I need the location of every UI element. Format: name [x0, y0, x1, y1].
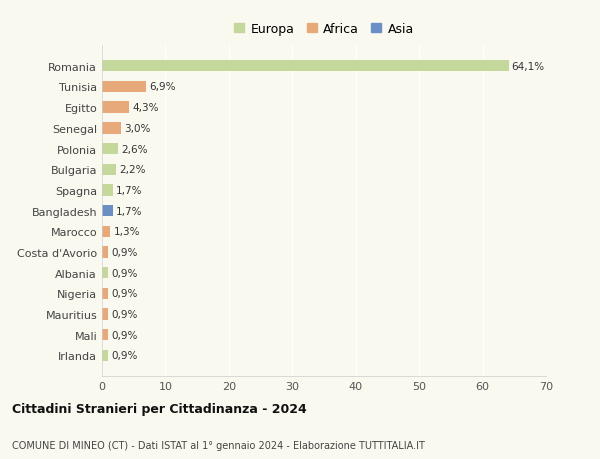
Text: Cittadini Stranieri per Cittadinanza - 2024: Cittadini Stranieri per Cittadinanza - 2… — [12, 403, 307, 415]
Legend: Europa, Africa, Asia: Europa, Africa, Asia — [230, 19, 418, 39]
Text: 1,7%: 1,7% — [116, 185, 142, 196]
Text: 3,0%: 3,0% — [124, 123, 151, 134]
Bar — [102, 350, 108, 361]
Bar — [102, 247, 108, 258]
Bar — [102, 206, 113, 217]
Bar — [102, 226, 110, 237]
Text: 0,9%: 0,9% — [111, 247, 137, 257]
Text: 0,9%: 0,9% — [111, 289, 137, 299]
Text: 4,3%: 4,3% — [133, 103, 159, 113]
Text: COMUNE DI MINEO (CT) - Dati ISTAT al 1° gennaio 2024 - Elaborazione TUTTITALIA.I: COMUNE DI MINEO (CT) - Dati ISTAT al 1° … — [12, 440, 425, 450]
Bar — [102, 330, 108, 341]
Text: 0,9%: 0,9% — [111, 309, 137, 319]
Bar — [102, 102, 129, 113]
Bar — [102, 61, 509, 72]
Text: 6,9%: 6,9% — [149, 82, 175, 92]
Text: 1,7%: 1,7% — [116, 206, 142, 216]
Text: 64,1%: 64,1% — [512, 62, 545, 72]
Bar — [102, 185, 113, 196]
Text: 0,9%: 0,9% — [111, 330, 137, 340]
Bar — [102, 288, 108, 299]
Bar — [102, 82, 146, 93]
Text: 0,9%: 0,9% — [111, 268, 137, 278]
Bar — [102, 309, 108, 320]
Text: 2,2%: 2,2% — [119, 165, 146, 175]
Bar — [102, 144, 118, 155]
Bar — [102, 268, 108, 279]
Text: 1,3%: 1,3% — [113, 227, 140, 237]
Text: 0,9%: 0,9% — [111, 351, 137, 361]
Text: 2,6%: 2,6% — [122, 144, 148, 154]
Bar — [102, 123, 121, 134]
Bar — [102, 164, 116, 175]
